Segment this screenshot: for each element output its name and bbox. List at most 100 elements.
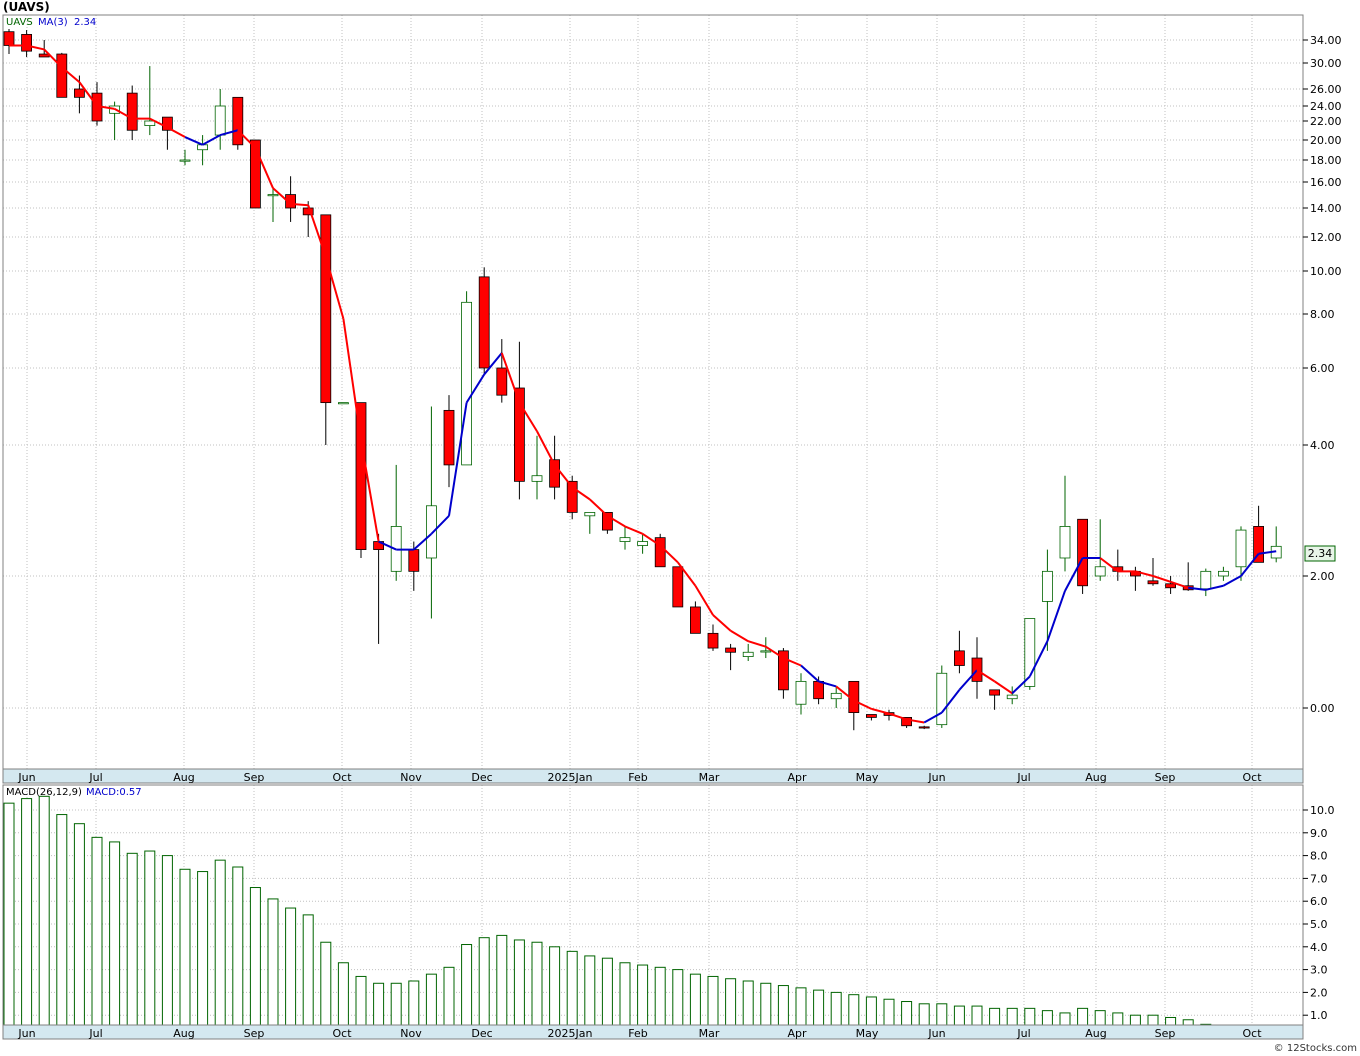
candle <box>778 648 789 699</box>
ma-segment <box>1205 584 1224 591</box>
ma-segment <box>324 256 345 320</box>
x-label-top: Nov <box>400 771 422 784</box>
candle-body <box>249 139 261 209</box>
ma-segment <box>254 147 274 189</box>
macd-bar <box>1112 1012 1124 1026</box>
candle <box>707 624 719 651</box>
macd-bar <box>901 1001 913 1026</box>
candle-body <box>496 367 508 396</box>
macd-tick-label: 6.0 <box>1310 895 1328 908</box>
macd-bar <box>496 934 508 1026</box>
macd-bar <box>320 941 332 1026</box>
ma-segment <box>1064 557 1084 592</box>
candle <box>531 435 543 500</box>
ma-segment <box>941 689 961 714</box>
x-label-bottom: Jul <box>88 1027 102 1040</box>
x-label-top: Sep <box>1155 771 1176 784</box>
ma-segment <box>483 352 503 376</box>
macd-bar <box>1094 1010 1106 1026</box>
candle-body <box>3 31 15 46</box>
macd-bar <box>461 944 473 1026</box>
x-label-bottom: Jul <box>1016 1027 1030 1040</box>
macd-tick-label: 7.0 <box>1310 872 1328 885</box>
candle-body <box>707 632 719 649</box>
ma-segment <box>871 707 890 715</box>
macd-bar <box>725 978 737 1026</box>
x-label-top: Mar <box>699 771 720 784</box>
candle <box>126 85 138 140</box>
ma-segment <box>1028 640 1049 677</box>
candle <box>584 512 596 534</box>
macd-bar <box>267 898 279 1026</box>
ma-segment <box>624 525 643 535</box>
legend-ma-label: MA(3) <box>38 17 68 28</box>
ma-segment <box>606 514 626 528</box>
ma-segment <box>888 712 907 721</box>
candle <box>918 725 930 730</box>
macd-panel: 10.0 9.0 8.0 7.0 6.0 5.0 4.0 3.0 2.0 1.0 MACD(26,… <box>2 784 1335 1037</box>
macd-bar <box>619 962 631 1026</box>
x-label-bottom: Feb <box>628 1027 647 1040</box>
price-tick-label: 12.00 <box>1310 231 1342 244</box>
macd-bar <box>830 991 842 1026</box>
macd-bar <box>408 980 420 1026</box>
macd-bar <box>883 998 895 1026</box>
candle <box>1059 475 1071 572</box>
candle <box>936 665 948 728</box>
candle <box>355 402 367 558</box>
x-label-bottom: Oct <box>332 1027 352 1040</box>
macd-bar <box>777 985 789 1026</box>
macd-bar <box>936 1003 948 1026</box>
macd-legend-label: MACD(26,12,9) <box>6 787 82 798</box>
x-axis-labels-top: Jun Jul Aug Sep Oct Nov Dec 2025Jan Feb Mar Apr May… <box>17 771 1262 784</box>
candle <box>267 188 279 222</box>
macd-bar <box>390 982 402 1026</box>
price-tick-label: 34.00 <box>1310 34 1342 47</box>
candle <box>690 601 701 634</box>
x-label-top: 2025Jan <box>548 771 593 784</box>
candle <box>672 566 684 608</box>
price-tick-label: 0.00 <box>1310 702 1335 715</box>
candle-body <box>1094 566 1106 577</box>
candle <box>514 341 525 500</box>
x-label-top: Feb <box>628 771 647 784</box>
macd-bar <box>425 973 437 1026</box>
ma-segment <box>906 718 925 724</box>
candle <box>21 30 33 57</box>
macd-bar <box>355 975 367 1026</box>
ma-segment <box>114 108 133 120</box>
ma-segment <box>642 532 661 547</box>
macd-bar <box>126 852 138 1026</box>
macd-bar <box>73 823 85 1026</box>
ma-segment <box>184 136 204 146</box>
macd-tick-label: 9.0 <box>1310 827 1328 840</box>
ma-segment <box>712 614 732 632</box>
price-tick-label: 30.00 <box>1310 57 1342 70</box>
macd-bar <box>654 966 666 1026</box>
x-axis-labels-bottom: Jun Jul Aug Sep Oct Nov Dec 2025Jan Feb Mar Apr May… <box>17 1027 1262 1040</box>
candle <box>1077 518 1088 594</box>
macd-bar <box>161 855 173 1026</box>
ma-segment <box>677 561 697 587</box>
x-label-bottom: Nov <box>400 1027 422 1040</box>
x-label-bottom: May <box>856 1027 879 1040</box>
ma-segment <box>783 657 802 667</box>
candle-body <box>232 96 244 146</box>
ma-segment <box>43 48 63 68</box>
macd-bar <box>795 987 807 1026</box>
ma-segment <box>465 373 486 404</box>
macd-bar <box>918 1003 930 1026</box>
x-label-bottom: Jun <box>17 1027 35 1040</box>
candle-body <box>461 301 473 466</box>
candle <box>1147 557 1159 586</box>
candle-body <box>989 689 1000 696</box>
ma-segment <box>500 352 521 403</box>
ma-segment <box>360 440 380 542</box>
ma-segment <box>61 66 81 83</box>
ma-segment <box>96 105 115 110</box>
macd-bar <box>672 969 684 1026</box>
candle <box>161 116 173 150</box>
candle <box>1235 526 1247 581</box>
candle <box>249 139 261 209</box>
ma-segment <box>237 129 257 149</box>
